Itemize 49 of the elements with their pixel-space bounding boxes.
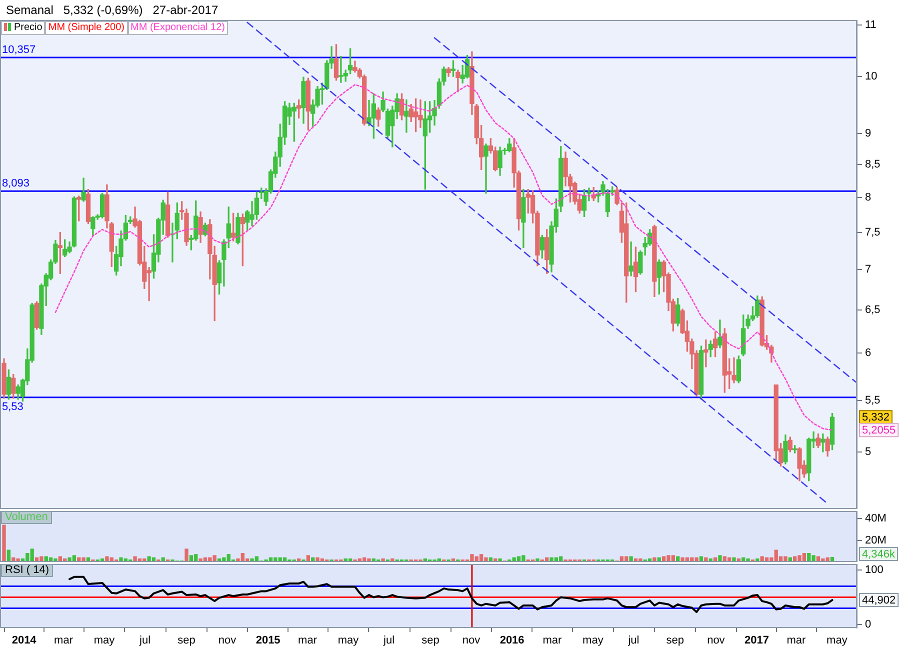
- y-tick-label: 40M: [865, 512, 886, 525]
- ref-line-label: 10,357: [2, 44, 36, 56]
- y-tick-label: 8: [865, 191, 872, 204]
- x-tick-label: nov: [707, 634, 726, 647]
- legend-label: Precio: [1, 21, 46, 35]
- x-tick-label: sep: [178, 634, 196, 647]
- x-tick-label: may: [582, 634, 604, 647]
- x-tick-label: 2016: [500, 634, 524, 647]
- x-tick-label: 2014: [12, 634, 38, 647]
- chart-title: RSI ( 14): [1, 564, 54, 577]
- x-tick-label: may: [338, 634, 360, 647]
- x-tick-label: 2017: [744, 634, 769, 647]
- text: 4,346k: [862, 548, 896, 561]
- y-tick-label: 8,5: [865, 158, 880, 171]
- x-tick-label: jul: [382, 634, 395, 647]
- chart-title: Volumen: [1, 511, 52, 524]
- ref-line-label: 5,53: [2, 400, 24, 413]
- y-tick-label: 7: [865, 264, 872, 276]
- y-tick-label: 11: [865, 18, 876, 31]
- annotation: MM (Simple 200): [45, 21, 128, 35]
- x-tick-label: mar: [786, 634, 806, 647]
- chart-title: Semanal 5,332 (-0,69%) 27-abr-2017: [6, 3, 218, 17]
- x-tick-label: nov: [218, 634, 237, 647]
- annotation: 44,902: [862, 594, 896, 607]
- y-tick-label: 100: [865, 564, 884, 576]
- ref-line-label: 8,093: [2, 178, 30, 190]
- annotation: 5,2055: [862, 424, 896, 437]
- x-tick-label: mar: [542, 634, 562, 647]
- x-tick-label: may: [94, 634, 116, 647]
- y-tick-label: 6,5: [865, 304, 880, 316]
- annotation: 5,332: [862, 412, 890, 424]
- x-tick-label: mar: [298, 634, 318, 647]
- y-tick-label: 5,5: [865, 394, 880, 406]
- y-tick-label: 10: [865, 70, 878, 83]
- x-tick-label: nov: [462, 634, 481, 647]
- x-tick-label: jul: [138, 634, 151, 647]
- y-tick-label: 5: [865, 446, 872, 458]
- x-tick-label: mar: [54, 634, 74, 647]
- text: MM (Exponencial 12): [128, 21, 228, 35]
- x-tick-label: 2015: [256, 634, 280, 647]
- x-tick-label: sep: [666, 634, 684, 647]
- x-tick-label: jul: [627, 634, 640, 647]
- y-tick-label: 0: [865, 618, 872, 631]
- y-tick-label: 9: [865, 128, 872, 140]
- x-tick-label: sep: [422, 634, 440, 647]
- y-tick-label: 6: [865, 347, 872, 360]
- x-tick-label: may: [826, 634, 848, 647]
- y-tick-label: 7,5: [865, 226, 880, 238]
- y-tick-label: 20M: [865, 534, 886, 546]
